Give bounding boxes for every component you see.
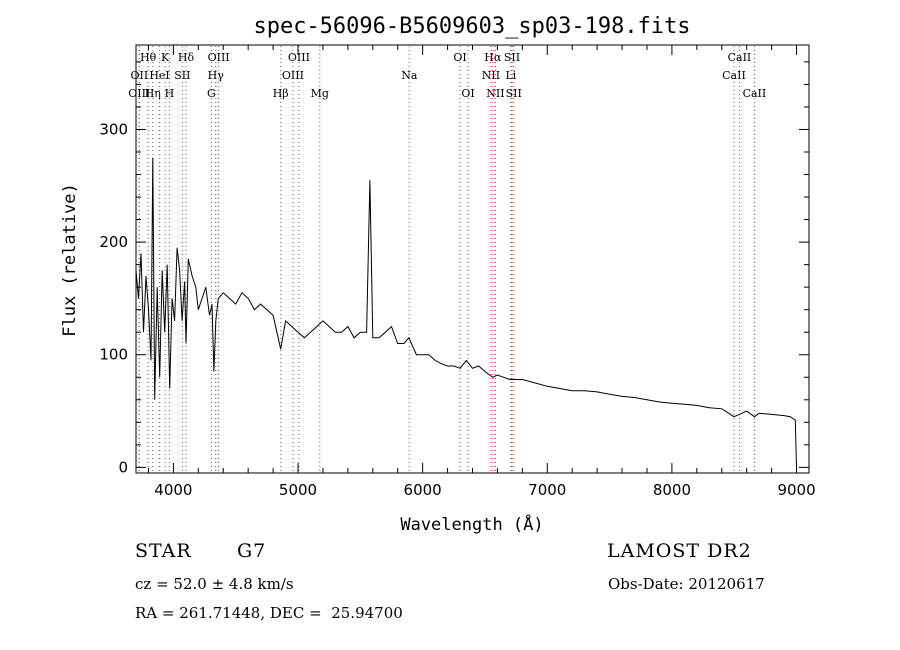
subclass-label: G7: [237, 540, 267, 562]
x-tick-label-5: 9000: [777, 481, 815, 499]
line-label-14: Na: [401, 69, 418, 82]
coordinates-text: RA = 261.71448, DEC = 25.94700: [135, 604, 403, 622]
line-label-25: NII: [486, 87, 504, 100]
class-label: STAR: [135, 540, 192, 562]
redshift-text: cz = 52.0 ± 4.8 km/s: [135, 575, 294, 593]
survey-label: LAMOST DR2: [607, 540, 752, 562]
x-tick-label-1: 5000: [279, 481, 317, 499]
line-label-10: HeI: [149, 69, 169, 82]
spectral-line-markers: [138, 46, 755, 472]
line-label-5: OI: [453, 51, 466, 64]
line-label-21: G: [207, 87, 216, 100]
chart-title: spec-56096-B5609603_sp03-198.fits: [253, 14, 690, 39]
line-label-6: Hα: [484, 51, 502, 64]
spectrum-line: [135, 157, 797, 468]
line-label-17: CaII: [722, 69, 746, 82]
axis-tick-labels: 4000 5000 6000 7000 8000 9000 0 100 200 300: [99, 120, 815, 499]
line-label-9: OII: [131, 69, 149, 82]
obs-date-text: Obs-Date: 20120617: [608, 575, 765, 593]
x-tick-label-3: 7000: [528, 481, 566, 499]
line-label-2: Hδ: [178, 51, 195, 64]
line-label-8: CaII: [728, 51, 752, 64]
line-label-26: SII: [506, 87, 522, 100]
y-tick-label-2: 200: [99, 233, 128, 251]
y-tick-label-0: 0: [118, 458, 128, 476]
x-tick-label-0: 4000: [154, 481, 192, 499]
line-label-23: Mg: [311, 87, 329, 100]
line-label-7: SII: [504, 51, 520, 64]
y-tick-label-1: 100: [99, 346, 128, 364]
x-tick-label-4: 8000: [653, 481, 691, 499]
line-label-16: Li: [505, 69, 516, 82]
line-label-27: CaII: [743, 87, 767, 100]
x-tick-label-2: 6000: [404, 481, 442, 499]
y-tick-label-3: 300: [99, 120, 128, 138]
line-label-18: OIII: [128, 87, 150, 100]
line-label-24: OI: [461, 87, 474, 100]
line-label-3: OIII: [208, 51, 230, 64]
line-label-4: OIII: [288, 51, 310, 64]
line-label-19: Hη: [145, 87, 161, 100]
x-axis-label: Wavelength (Å): [400, 513, 543, 535]
line-label-0: Hθ: [140, 51, 157, 64]
line-label-15: NII: [482, 69, 500, 82]
axis-ticks: [136, 45, 809, 473]
line-label-12: Hγ: [208, 69, 225, 82]
line-label-22: Hβ: [273, 87, 289, 100]
y-axis-label: Flux (relative): [60, 183, 80, 337]
line-label-11: SII: [174, 69, 190, 82]
plot-frame: [135, 44, 810, 474]
line-label-1: K: [161, 51, 170, 64]
line-label-20: H: [165, 87, 175, 100]
line-label-13: OIII: [282, 69, 304, 82]
